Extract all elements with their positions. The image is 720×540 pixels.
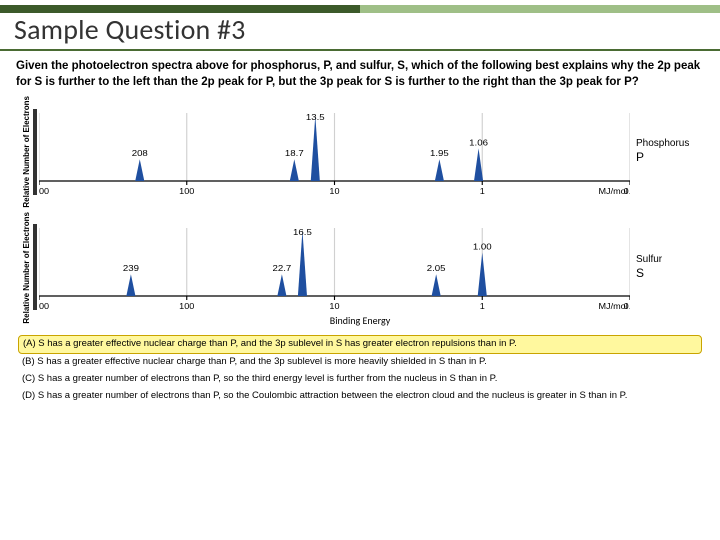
charts-region: Relative Number of Electrons10001001010.…: [0, 96, 720, 323]
plot-area: 10001001010.1MJ/mol23922.716.52.051.00: [39, 220, 630, 314]
answer-choice-c[interactable]: (C) S has a greater number of electrons …: [18, 371, 702, 388]
svg-text:100: 100: [179, 302, 194, 311]
svg-text:13.5: 13.5: [306, 112, 325, 121]
plot-area: 10001001010.1MJ/mol20818.713.51.951.06: [39, 105, 630, 199]
svg-text:1: 1: [480, 186, 485, 195]
element-name: Sulfur: [636, 254, 662, 265]
svg-text:1.95: 1.95: [430, 149, 449, 158]
page-title: Sample Question #3: [0, 8, 720, 51]
svg-text:239: 239: [123, 264, 139, 273]
svg-text:208: 208: [132, 149, 148, 158]
svg-text:1000: 1000: [39, 186, 49, 195]
svg-text:10: 10: [329, 302, 339, 311]
svg-text:1: 1: [480, 302, 485, 311]
svg-text:10: 10: [329, 186, 339, 195]
answer-choice-b[interactable]: (B) S has a greater effective nuclear ch…: [18, 354, 702, 371]
x-axis-global-label: Binding Energy: [0, 314, 720, 327]
svg-text:18.7: 18.7: [285, 149, 304, 158]
element-label: PhosphorusP: [630, 138, 700, 165]
y-axis-label: Relative Number of Electrons: [20, 212, 33, 324]
y-axis-label: Relative Number of Electrons: [20, 96, 33, 208]
pes-chart-s: Relative Number of Electrons10001001010.…: [20, 212, 700, 324]
element-symbol: S: [636, 266, 644, 280]
svg-text:1.06: 1.06: [469, 138, 488, 147]
answer-choices: (A) S has a greater effective nuclear ch…: [0, 331, 720, 404]
element-name: Phosphorus: [636, 138, 689, 149]
answer-choice-d[interactable]: (D) S has a greater number of electrons …: [18, 388, 702, 405]
svg-text:16.5: 16.5: [293, 228, 312, 237]
question-text: Given the photoelectron spectra above fo…: [0, 51, 720, 96]
svg-text:MJ/mol: MJ/mol: [598, 302, 627, 311]
svg-text:100: 100: [179, 186, 194, 195]
svg-text:2.05: 2.05: [427, 264, 446, 273]
svg-text:1.00: 1.00: [473, 242, 492, 251]
pes-chart-p: Relative Number of Electrons10001001010.…: [20, 96, 700, 208]
svg-text:1000: 1000: [39, 302, 49, 311]
element-label: SulfurS: [630, 254, 700, 281]
svg-text:22.7: 22.7: [273, 264, 292, 273]
accent-bar: [0, 0, 720, 8]
element-symbol: P: [636, 150, 644, 164]
answer-choice-a[interactable]: (A) S has a greater effective nuclear ch…: [18, 335, 702, 354]
svg-text:MJ/mol: MJ/mol: [598, 186, 627, 195]
